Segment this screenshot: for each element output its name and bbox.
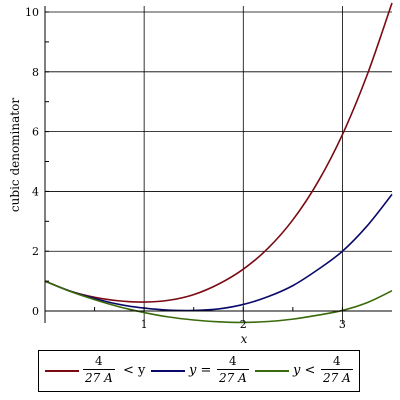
grid-layer [45, 6, 392, 323]
series-layer [44, 2, 393, 324]
legend-2-denominator: 27 A [219, 371, 247, 385]
legend-1-numerator: 4 [83, 353, 115, 370]
y-tick-label: 6 [32, 126, 39, 139]
x-tick-label: 3 [339, 318, 346, 331]
series-line-1 [44, 2, 393, 303]
y-tick-label: 4 [32, 185, 39, 198]
y-tick-label: 0 [32, 305, 39, 318]
legend-item-1: 4 27 A < y [43, 351, 147, 391]
legend-1-operator: < y [123, 363, 146, 378]
y-tick-label: 10 [25, 6, 39, 19]
legend-fraction-1: 4 27 A [83, 353, 115, 386]
legend-item-3: y < 4 27 A [255, 351, 359, 391]
legend-3-numerator: 4 [321, 353, 353, 370]
legend-swatch-2 [151, 370, 185, 372]
x-tick-label: 1 [141, 318, 148, 331]
legend-1-denominator: 27 A [85, 371, 113, 385]
chart-plot: 1 2 3 0 2 4 6 8 10 x cubic denominator [8, 2, 393, 345]
series-line-2 [44, 193, 393, 312]
legend-fraction-3: 4 27 A [321, 353, 353, 386]
x-axis-label: x [241, 332, 248, 345]
legend-3-denominator: 27 A [323, 371, 351, 385]
legend-2-lhs: y = [189, 363, 212, 378]
legend-swatch-1 [45, 370, 79, 372]
legend-2-numerator: 4 [217, 353, 249, 370]
legend-3-lhs: y < [293, 363, 316, 378]
y-tick-label: 8 [32, 66, 39, 79]
series-line-3 [44, 280, 393, 324]
axis-layer: 1 2 3 0 2 4 6 8 10 [25, 6, 392, 331]
legend-item-2: y = 4 27 A [151, 351, 255, 391]
x-tick-label: 2 [240, 318, 247, 331]
legend-swatch-3 [255, 370, 289, 372]
legend-fraction-2: 4 27 A [217, 353, 249, 386]
y-tick-label: 2 [32, 245, 39, 258]
y-axis-label: cubic denominator [8, 98, 22, 212]
legend: 4 27 A < y y = 4 27 A y < 4 27 A [38, 350, 360, 392]
